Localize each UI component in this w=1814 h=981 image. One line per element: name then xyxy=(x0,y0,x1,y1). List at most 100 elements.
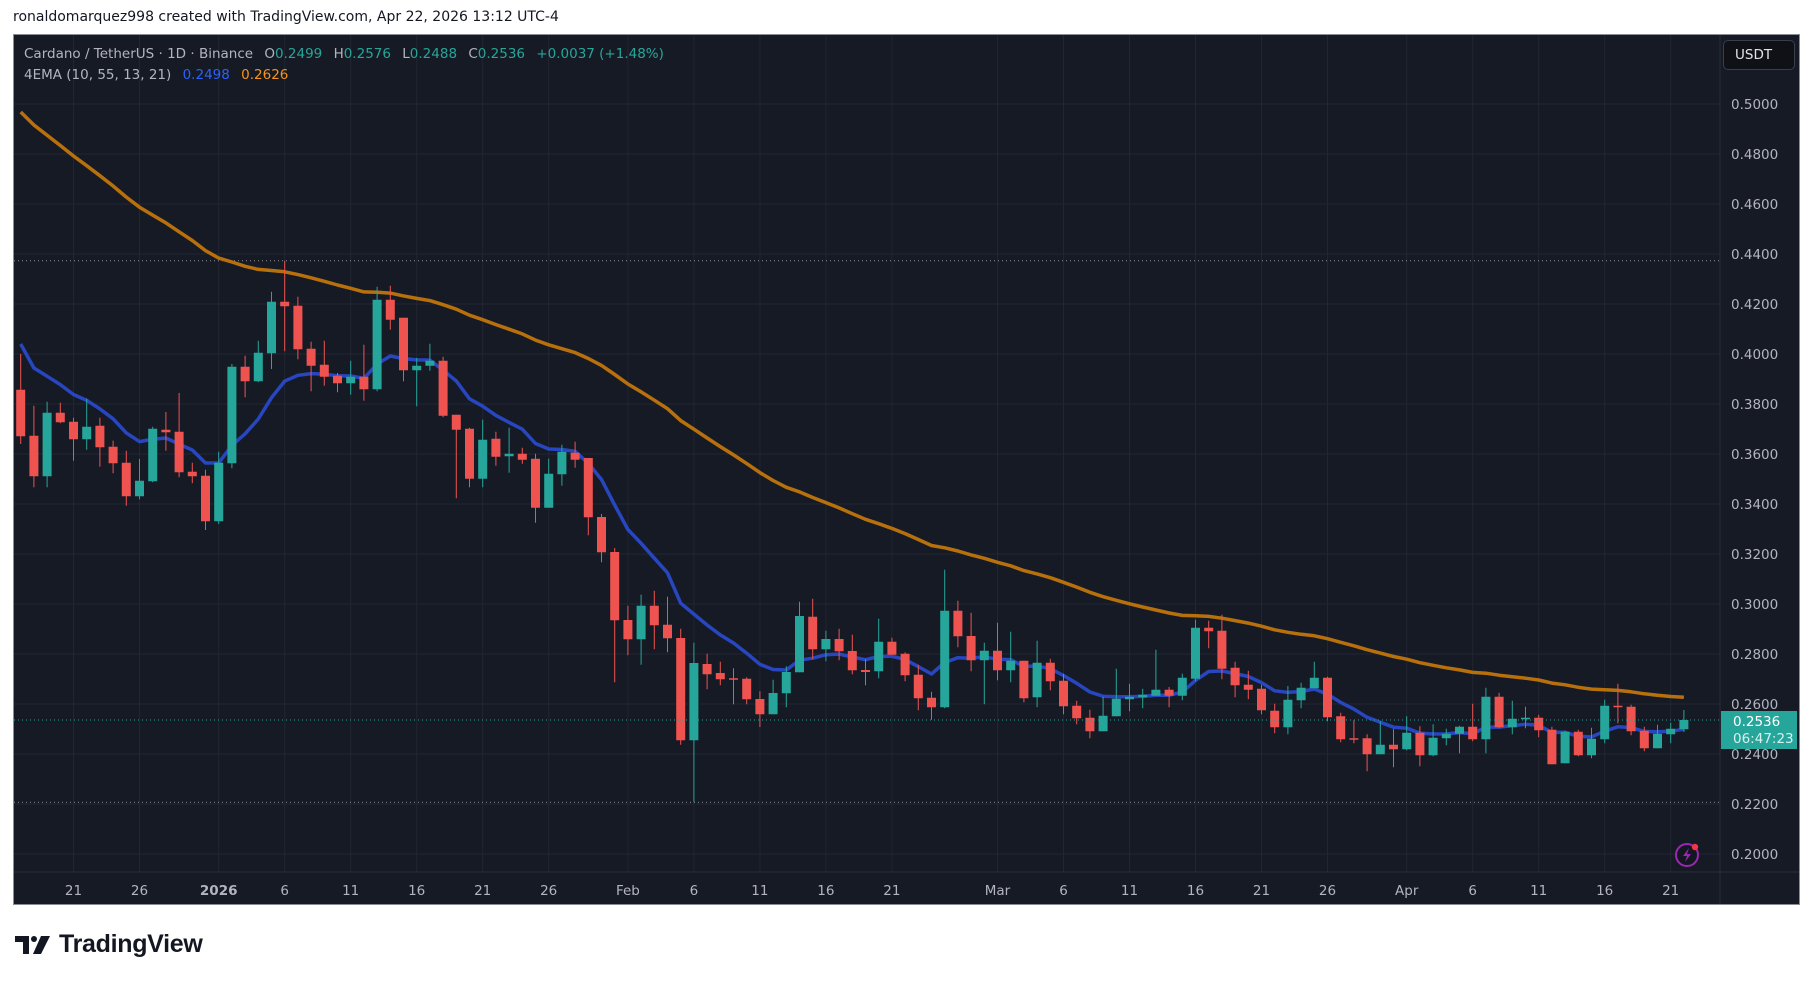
candle-body-down[interactable] xyxy=(174,431,184,473)
candle-body-down[interactable] xyxy=(438,360,448,416)
candle-body-up[interactable] xyxy=(1507,718,1517,728)
candle-body-down[interactable] xyxy=(1045,662,1055,682)
candle-body-down[interactable] xyxy=(1230,667,1240,686)
candle-body-up[interactable] xyxy=(42,412,52,477)
candlestick-chart[interactable]: 0.5000 0.4800 0.4600 0.4400 0.4200 0.4000 0.38… xyxy=(14,35,1800,905)
candle-body-down[interactable] xyxy=(1323,677,1332,718)
candle-body-down[interactable] xyxy=(201,475,210,522)
candle-body-down[interactable] xyxy=(1362,738,1372,755)
candle-body-up[interactable] xyxy=(1653,733,1662,749)
candle-body-up[interactable] xyxy=(214,462,224,522)
candle-body-up[interactable] xyxy=(1600,705,1610,740)
candle-body-down[interactable] xyxy=(755,699,765,715)
candle-body-down[interactable] xyxy=(16,389,26,437)
candle-body-down[interactable] xyxy=(306,348,316,366)
candle-body-down[interactable] xyxy=(1626,706,1636,732)
candle-body-up[interactable] xyxy=(1521,717,1530,720)
tradingview-logo[interactable]: TradingView xyxy=(15,930,203,959)
candle-body-down[interactable] xyxy=(953,610,963,637)
candle-body-up[interactable] xyxy=(1666,728,1676,735)
candle-body-down[interactable] xyxy=(887,641,897,655)
currency-button[interactable]: USDT xyxy=(1723,40,1795,70)
candle-body-up[interactable] xyxy=(1679,720,1689,730)
indicator-title[interactable]: 4EMA (10, 55, 13, 21) xyxy=(24,67,172,83)
candle-body-up[interactable] xyxy=(1402,732,1412,750)
candle-body-up[interactable] xyxy=(544,473,554,508)
candle-body-down[interactable] xyxy=(1164,689,1174,696)
candle-body-up[interactable] xyxy=(874,641,884,672)
candle-body-up[interactable] xyxy=(1441,733,1451,739)
candle-body-down[interactable] xyxy=(1389,744,1398,750)
candle-body-up[interactable] xyxy=(1098,715,1108,732)
chart-panel[interactable]: 0.5000 0.4800 0.4600 0.4400 0.4200 0.4000 0.38… xyxy=(13,34,1800,905)
candle-body-up[interactable] xyxy=(1455,726,1464,734)
candle-body-down[interactable] xyxy=(1415,732,1425,756)
candle-body-up[interactable] xyxy=(795,616,804,673)
symbol-title[interactable]: Cardano / TetherUS · 1D · Binance xyxy=(24,46,254,62)
candle-body-down[interactable] xyxy=(676,638,686,741)
candle-body-down[interactable] xyxy=(240,366,250,382)
candle-body-down[interactable] xyxy=(1494,696,1504,728)
candle-body-down[interactable] xyxy=(1613,705,1623,708)
candle-body-up[interactable] xyxy=(1138,694,1148,698)
candle-body-down[interactable] xyxy=(623,620,633,640)
candle-body-down[interactable] xyxy=(729,678,738,680)
candle-body-down[interactable] xyxy=(966,636,976,661)
candle-body-up[interactable] xyxy=(1283,699,1293,728)
candle-body-down[interactable] xyxy=(108,446,118,464)
candle-body-down[interactable] xyxy=(293,305,303,350)
candle-body-down[interactable] xyxy=(359,376,369,390)
candle-body-down[interactable] xyxy=(1257,688,1266,711)
candle-body-down[interactable] xyxy=(583,458,593,518)
candle-body-up[interactable] xyxy=(1111,698,1121,717)
candle-body-down[interactable] xyxy=(1639,730,1649,749)
candle-body-up[interactable] xyxy=(1428,737,1438,756)
candle-body-down[interactable] xyxy=(333,375,342,384)
candle-body-up[interactable] xyxy=(636,605,646,640)
candle-body-down[interactable] xyxy=(491,438,501,457)
candle-body-up[interactable] xyxy=(557,451,567,475)
candle-body-down[interactable] xyxy=(531,458,540,508)
candle-body-down[interactable] xyxy=(55,412,65,423)
candle-body-down[interactable] xyxy=(95,425,105,448)
candle-body-up[interactable] xyxy=(1587,738,1596,756)
candle-body-down[interactable] xyxy=(847,651,857,671)
candle-body-up[interactable] xyxy=(425,360,435,366)
candle-body-down[interactable] xyxy=(121,462,131,497)
candle-body-up[interactable] xyxy=(940,610,950,708)
candle-body-down[interactable] xyxy=(451,414,461,430)
candle-body-up[interactable] xyxy=(1191,627,1200,679)
candle-body-up[interactable] xyxy=(689,663,699,741)
candle-body-up[interactable] xyxy=(135,480,144,497)
candle-body-up[interactable] xyxy=(1006,660,1016,671)
candle-body-down[interactable] xyxy=(187,471,197,477)
candle-body-down[interactable] xyxy=(913,674,923,699)
candle-body-down[interactable] xyxy=(1019,660,1029,699)
candle-body-down[interactable] xyxy=(1270,710,1280,728)
lightning-alert-icon[interactable] xyxy=(1675,843,1699,867)
candle-body-down[interactable] xyxy=(1243,684,1253,690)
candle-body-down[interactable] xyxy=(465,428,474,479)
candle-body-down[interactable] xyxy=(702,664,712,675)
candle-body-up[interactable] xyxy=(346,376,356,384)
candle-body-down[interactable] xyxy=(570,452,580,460)
candle-body-up[interactable] xyxy=(82,426,92,440)
candle-body-down[interactable] xyxy=(29,435,39,477)
candle-body-down[interactable] xyxy=(517,453,527,460)
candle-body-up[interactable] xyxy=(979,650,989,661)
candle-body-up[interactable] xyxy=(1177,677,1187,696)
candle-body-up[interactable] xyxy=(504,453,514,457)
candle-body-down[interactable] xyxy=(1072,705,1082,719)
candle-body-down[interactable] xyxy=(808,616,818,650)
candle-body-down[interactable] xyxy=(319,364,329,377)
candle-body-down[interactable] xyxy=(1534,717,1544,731)
candle-body-down[interactable] xyxy=(280,301,290,307)
candle-body-up[interactable] xyxy=(1296,687,1306,701)
candle-body-down[interactable] xyxy=(900,653,910,676)
candle-body-down[interactable] xyxy=(161,429,171,433)
candle-body-down[interactable] xyxy=(399,317,408,371)
candle-body-down[interactable] xyxy=(1085,717,1095,732)
candle-body-down[interactable] xyxy=(993,650,1002,671)
candle-body-up[interactable] xyxy=(148,428,158,482)
candle-body-down[interactable] xyxy=(1573,731,1583,756)
